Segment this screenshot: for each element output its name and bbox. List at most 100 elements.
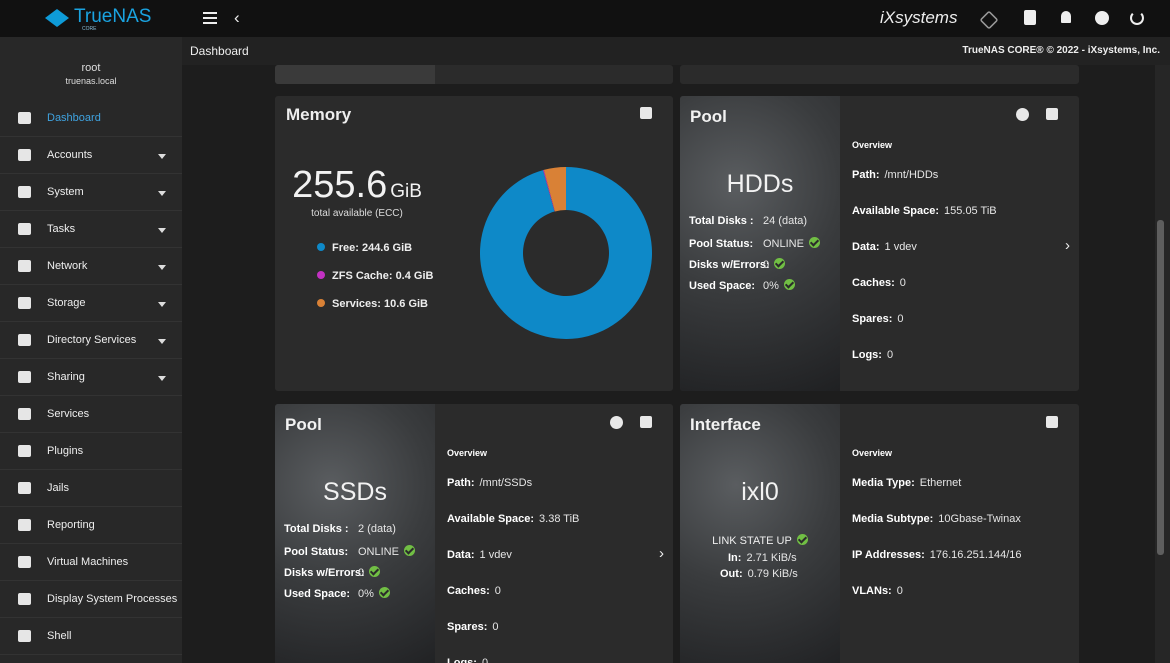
pool-card: Pool HDDs Total Disks : 24 (data) Pool Statu…: [680, 96, 1079, 391]
settings-button[interactable]: [1095, 11, 1109, 25]
overview-label: Logs:: [447, 657, 477, 663]
card-partial: [275, 65, 673, 84]
stat-value: 0%: [763, 280, 779, 292]
pool-stat: Total Disks : 2 (data): [284, 524, 396, 535]
legend-item: Services: 10.6 GiB: [317, 298, 428, 310]
menu-button[interactable]: [203, 12, 217, 14]
card-name: SSDs: [323, 478, 387, 506]
nav-item[interactable]: Sharing: [0, 359, 182, 396]
nav-item[interactable]: System: [0, 174, 182, 211]
card-title: Pool: [285, 415, 322, 434]
overview-value: 0: [494, 585, 501, 597]
settings-button[interactable]: [610, 416, 623, 429]
nav-expand: [158, 228, 166, 233]
nav-expand: [158, 265, 166, 270]
nav-item[interactable]: Plugins: [0, 433, 182, 470]
traffic-row: Out: 0.79 KiB/s: [720, 569, 798, 580]
reports-button[interactable]: [1046, 416, 1058, 428]
card-name: ixl0: [741, 478, 779, 506]
nav-item[interactable]: Dashboard: [0, 100, 182, 137]
nav-icon: [18, 408, 31, 420]
nav-label: Sharing: [47, 371, 85, 383]
stat-value: 0%: [358, 588, 374, 600]
nav-item[interactable]: Services: [0, 396, 182, 433]
vendor-logo: iXsystems: [880, 8, 958, 27]
overview-label: Data:: [447, 549, 475, 561]
memory-total-line: 255.6 GiB: [275, 166, 439, 204]
memory-donut: [480, 167, 652, 339]
reports-button[interactable]: [1046, 108, 1058, 120]
nav-item[interactable]: Directory Services: [0, 322, 182, 359]
card-image: [680, 404, 840, 663]
nav-item[interactable]: Reporting: [0, 507, 182, 544]
scrollbar-thumb[interactable]: [1157, 220, 1164, 555]
overview-row: Logs: 0: [852, 350, 893, 361]
overview-value: 0: [481, 657, 489, 663]
nav-item[interactable]: Accounts: [0, 137, 182, 174]
stat-value: 24 (data): [763, 215, 808, 227]
nav-item[interactable]: Jails: [0, 470, 182, 507]
settings-button[interactable]: [1016, 108, 1029, 121]
overview-row: Path: /mnt/SSDs: [447, 478, 532, 489]
expand-data[interactable]: ›: [1065, 237, 1070, 254]
pool-stat: Pool Status: ONLINE: [689, 237, 820, 250]
overview-value: 1 vdev: [479, 549, 512, 561]
traffic-value: 2.71 KiB/s: [746, 552, 797, 564]
reports-button[interactable]: [640, 416, 652, 428]
user-host: truenas.local: [65, 76, 117, 86]
nav-item[interactable]: Shell: [0, 618, 182, 655]
overview-label: Path:: [447, 477, 475, 489]
overview-value: 3.38 TiB: [539, 513, 580, 525]
tasks-button[interactable]: [1024, 10, 1036, 25]
legend-swatch: [317, 243, 325, 251]
nav-icon: [18, 556, 31, 568]
legend-label: ZFS Cache: 0.4 GiB: [332, 270, 434, 282]
memory-caption: total available (ECC): [311, 208, 403, 219]
top-bar: [0, 0, 1170, 37]
overview-row: Caches: 0: [852, 278, 906, 289]
overview-label: Available Space:: [852, 205, 940, 217]
memory-card: Memory 255.6 GiB total available (ECC) Fr…: [275, 96, 673, 391]
overview-value: /mnt/HDDs: [884, 169, 939, 181]
nav-label: Directory Services: [47, 334, 137, 346]
nav-item[interactable]: Virtual Machines: [0, 544, 182, 581]
nav-label: Virtual Machines: [47, 556, 129, 568]
overview-value: 1 vdev: [884, 241, 917, 253]
expand-data[interactable]: ›: [659, 545, 664, 562]
status-check: [808, 237, 820, 248]
donut-segment: [480, 167, 652, 339]
legend-swatch: [317, 271, 325, 279]
power-button[interactable]: [1130, 11, 1144, 25]
overview-label: Path:: [852, 169, 880, 181]
overview-value: 0: [492, 621, 499, 633]
pool-stat: Disks w/Errors:0: [284, 566, 381, 579]
nav-item[interactable]: Storage: [0, 285, 182, 322]
card-title: Interface: [690, 415, 761, 434]
donut-segment: [543, 167, 566, 212]
alerts-button[interactable]: [1061, 11, 1071, 23]
stat-value: 0: [358, 567, 365, 579]
stat-value: ONLINE: [358, 546, 399, 558]
nav-icon: [18, 445, 31, 457]
pool-stat: Pool Status: ONLINE: [284, 545, 415, 558]
nav-item[interactable]: Display System Processes: [0, 581, 182, 618]
collapse-button[interactable]: ‹: [234, 8, 240, 27]
nav-item[interactable]: Network: [0, 248, 182, 285]
nav-icon: [18, 260, 31, 272]
overview-row: Data: 1 vdev: [447, 550, 512, 561]
overview-row: Media Subtype: 10Gbase-Twinax: [852, 514, 1021, 525]
card-title: Pool: [690, 107, 727, 126]
overview-label: Spares:: [447, 621, 488, 633]
reports-button[interactable]: [640, 107, 652, 119]
overview-title: Overview: [852, 448, 893, 458]
traffic-value: 0.79 KiB/s: [747, 568, 798, 580]
nav-icon: [18, 223, 31, 235]
nav-item[interactable]: Tasks: [0, 211, 182, 248]
link-state-text: LINK STATE UP: [712, 535, 792, 547]
status-check: [783, 279, 795, 290]
overview-label: Available Space:: [447, 513, 535, 525]
overview-value: 155.05 TiB: [944, 205, 997, 217]
pool-stat: Used Space: 0%: [284, 587, 390, 600]
pool-card: Pool SSDs Total Disks : 2 (data) Pool Status…: [275, 404, 673, 663]
